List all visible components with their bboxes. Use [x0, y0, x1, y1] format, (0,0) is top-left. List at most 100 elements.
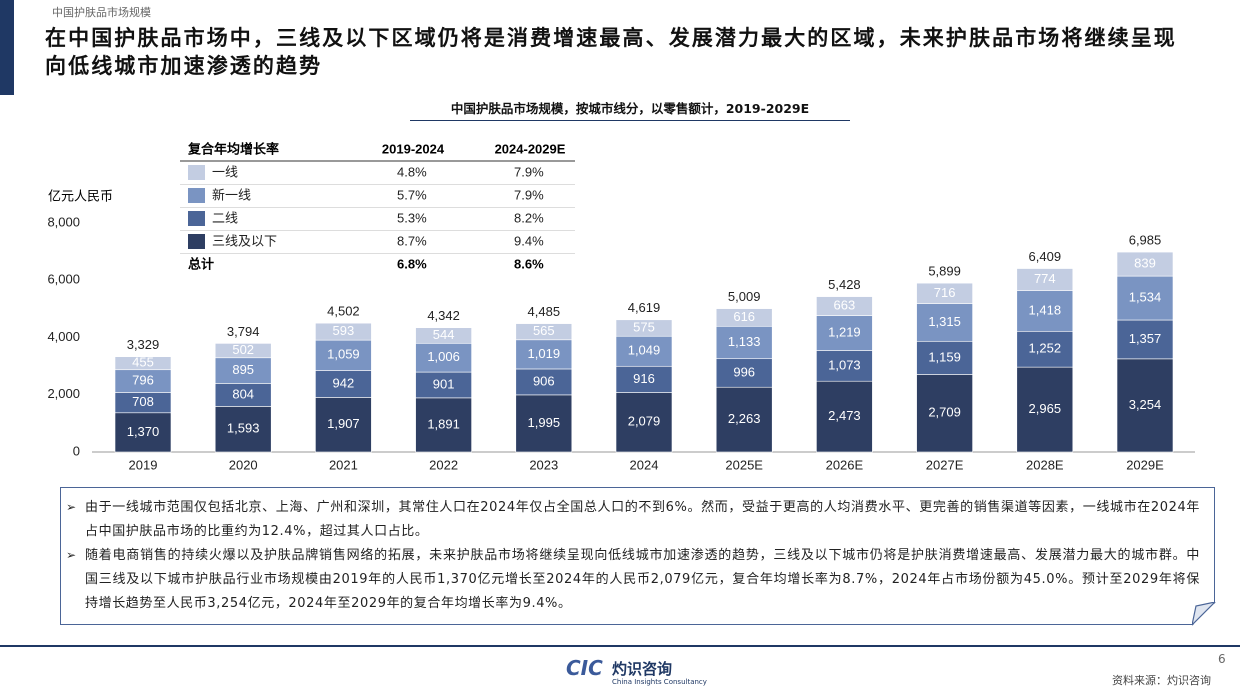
value-label: 774: [1034, 271, 1056, 286]
value-label: 2,473: [828, 408, 861, 423]
value-label: 1,073: [828, 357, 861, 372]
value-label: 1,019: [528, 346, 561, 361]
bar-segment: [816, 315, 873, 351]
cagr-value: 5.3%: [397, 210, 427, 225]
x-tick-label: 2026E: [826, 457, 864, 472]
bar-segment: [114, 412, 172, 453]
y-tick-label: 0: [73, 443, 80, 458]
value-label: 593: [333, 323, 355, 338]
slide-title: 在中国护肤品市场中，三线及以下区域仍将是消费增速最高、发展潜力最大的区域，未来护…: [45, 26, 1177, 78]
total-label: 6,409: [1029, 249, 1062, 264]
page-fold: [1192, 602, 1216, 626]
bar-segment: [816, 380, 873, 453]
value-label: 2,965: [1029, 401, 1062, 416]
legend-label: 一线: [212, 164, 238, 179]
bar-segment: [1016, 268, 1074, 291]
total-label: 5,899: [928, 264, 961, 279]
total-label: 4,502: [327, 304, 360, 319]
value-label: 942: [333, 375, 355, 390]
bar-segment: [916, 374, 973, 453]
y-tick-label: 2,000: [47, 386, 80, 401]
bar-segment: [715, 308, 773, 327]
bar-segment: [315, 322, 372, 341]
logo-mark: CIC: [566, 656, 603, 680]
bar-segment: [1116, 319, 1174, 360]
side-bar: [0, 0, 14, 95]
bullet: ➢: [66, 548, 77, 562]
x-tick-label: 2022: [429, 457, 458, 472]
value-label: 1,252: [1029, 341, 1062, 356]
logo-name: 灼识咨询: [612, 660, 673, 678]
x-tick-label: 2021: [329, 457, 358, 472]
section-label: 中国护肤品市场规模: [52, 6, 151, 19]
value-label: 502: [232, 342, 254, 357]
bar-segment: [415, 397, 472, 453]
value-label: 575: [633, 319, 655, 334]
legend-label: 三线及以下: [212, 233, 277, 248]
y-tick-label: 6,000: [47, 272, 80, 287]
value-label: 616: [733, 309, 755, 324]
table-header: 2024-2029E: [495, 141, 566, 156]
x-tick-label: 2028E: [1026, 457, 1064, 472]
note: 随着电商销售的持续火爆以及护肤品牌销售网络的拓展，未来护肤品市场将继续呈现向低线…: [85, 548, 1200, 611]
legend-swatch: [188, 188, 205, 203]
table-total-label: 总计: [188, 256, 214, 271]
bar-segment: [1116, 358, 1174, 453]
bar-segment: [415, 327, 472, 344]
value-label: 708: [132, 394, 154, 409]
bar-segment: [214, 357, 272, 384]
bar-segment: [415, 371, 472, 399]
x-tick-label: 2020: [229, 457, 258, 472]
bar-segment: [816, 350, 873, 382]
value-label: 3,254: [1129, 397, 1162, 412]
value-label: 2,263: [728, 411, 761, 426]
total-label: 5,009: [728, 289, 761, 304]
total-label: 4,485: [528, 304, 561, 319]
bar-segment: [916, 340, 973, 375]
bar-segment: [615, 392, 673, 453]
value-label: 901: [433, 376, 455, 391]
bar-segment: [1016, 366, 1074, 453]
total-label: 3,329: [127, 337, 160, 352]
x-tick-label: 2023: [529, 457, 558, 472]
note: 由于一线城市范围仅包括北京、上海、广州和深圳，其常住人口在2024年仅占全国总人…: [85, 500, 1200, 539]
cagr-value: 9.4%: [514, 233, 544, 248]
value-label: 1,370: [127, 424, 160, 439]
x-tick-label: 2025E: [725, 457, 763, 472]
bar-segment: [1116, 275, 1174, 321]
table-header: 2019-2024: [382, 141, 445, 156]
value-label: 2,079: [628, 414, 661, 429]
cagr-value: 5.7%: [397, 187, 427, 202]
total-label: 6,985: [1129, 232, 1162, 247]
y-tick-label: 4,000: [47, 329, 80, 344]
bar-segment: [114, 356, 172, 371]
legend-swatch: [188, 165, 205, 180]
bar-segment: [1116, 251, 1174, 277]
cagr-value: 8.2%: [514, 210, 544, 225]
value-label: 1,891: [427, 416, 460, 431]
footer-rule: [0, 645, 1240, 647]
source: 资料来源：灼识咨询: [1112, 674, 1211, 687]
value-label: 1,995: [528, 415, 561, 430]
value-label: 1,159: [928, 349, 961, 364]
x-tick-label: 2024: [630, 457, 659, 472]
value-label: 2,709: [928, 405, 961, 420]
value-label: 1,418: [1029, 302, 1062, 317]
y-tick-label: 8,000: [47, 214, 80, 229]
value-label: 906: [533, 373, 555, 388]
x-tick-label: 2029E: [1126, 457, 1164, 472]
y-axis-label: 亿元人民币: [48, 188, 113, 203]
value-label: 1,133: [728, 334, 761, 349]
value-label: 1,907: [327, 416, 360, 431]
value-label: 1,315: [928, 314, 961, 329]
bar-segment: [816, 296, 873, 316]
value-label: 1,593: [227, 421, 260, 436]
bar-segment: [916, 303, 973, 342]
legend-label: 二线: [212, 210, 238, 225]
cagr-value: 7.9%: [514, 187, 544, 202]
value-label: 455: [132, 355, 154, 370]
value-label: 895: [232, 362, 254, 377]
value-label: 996: [733, 364, 755, 379]
